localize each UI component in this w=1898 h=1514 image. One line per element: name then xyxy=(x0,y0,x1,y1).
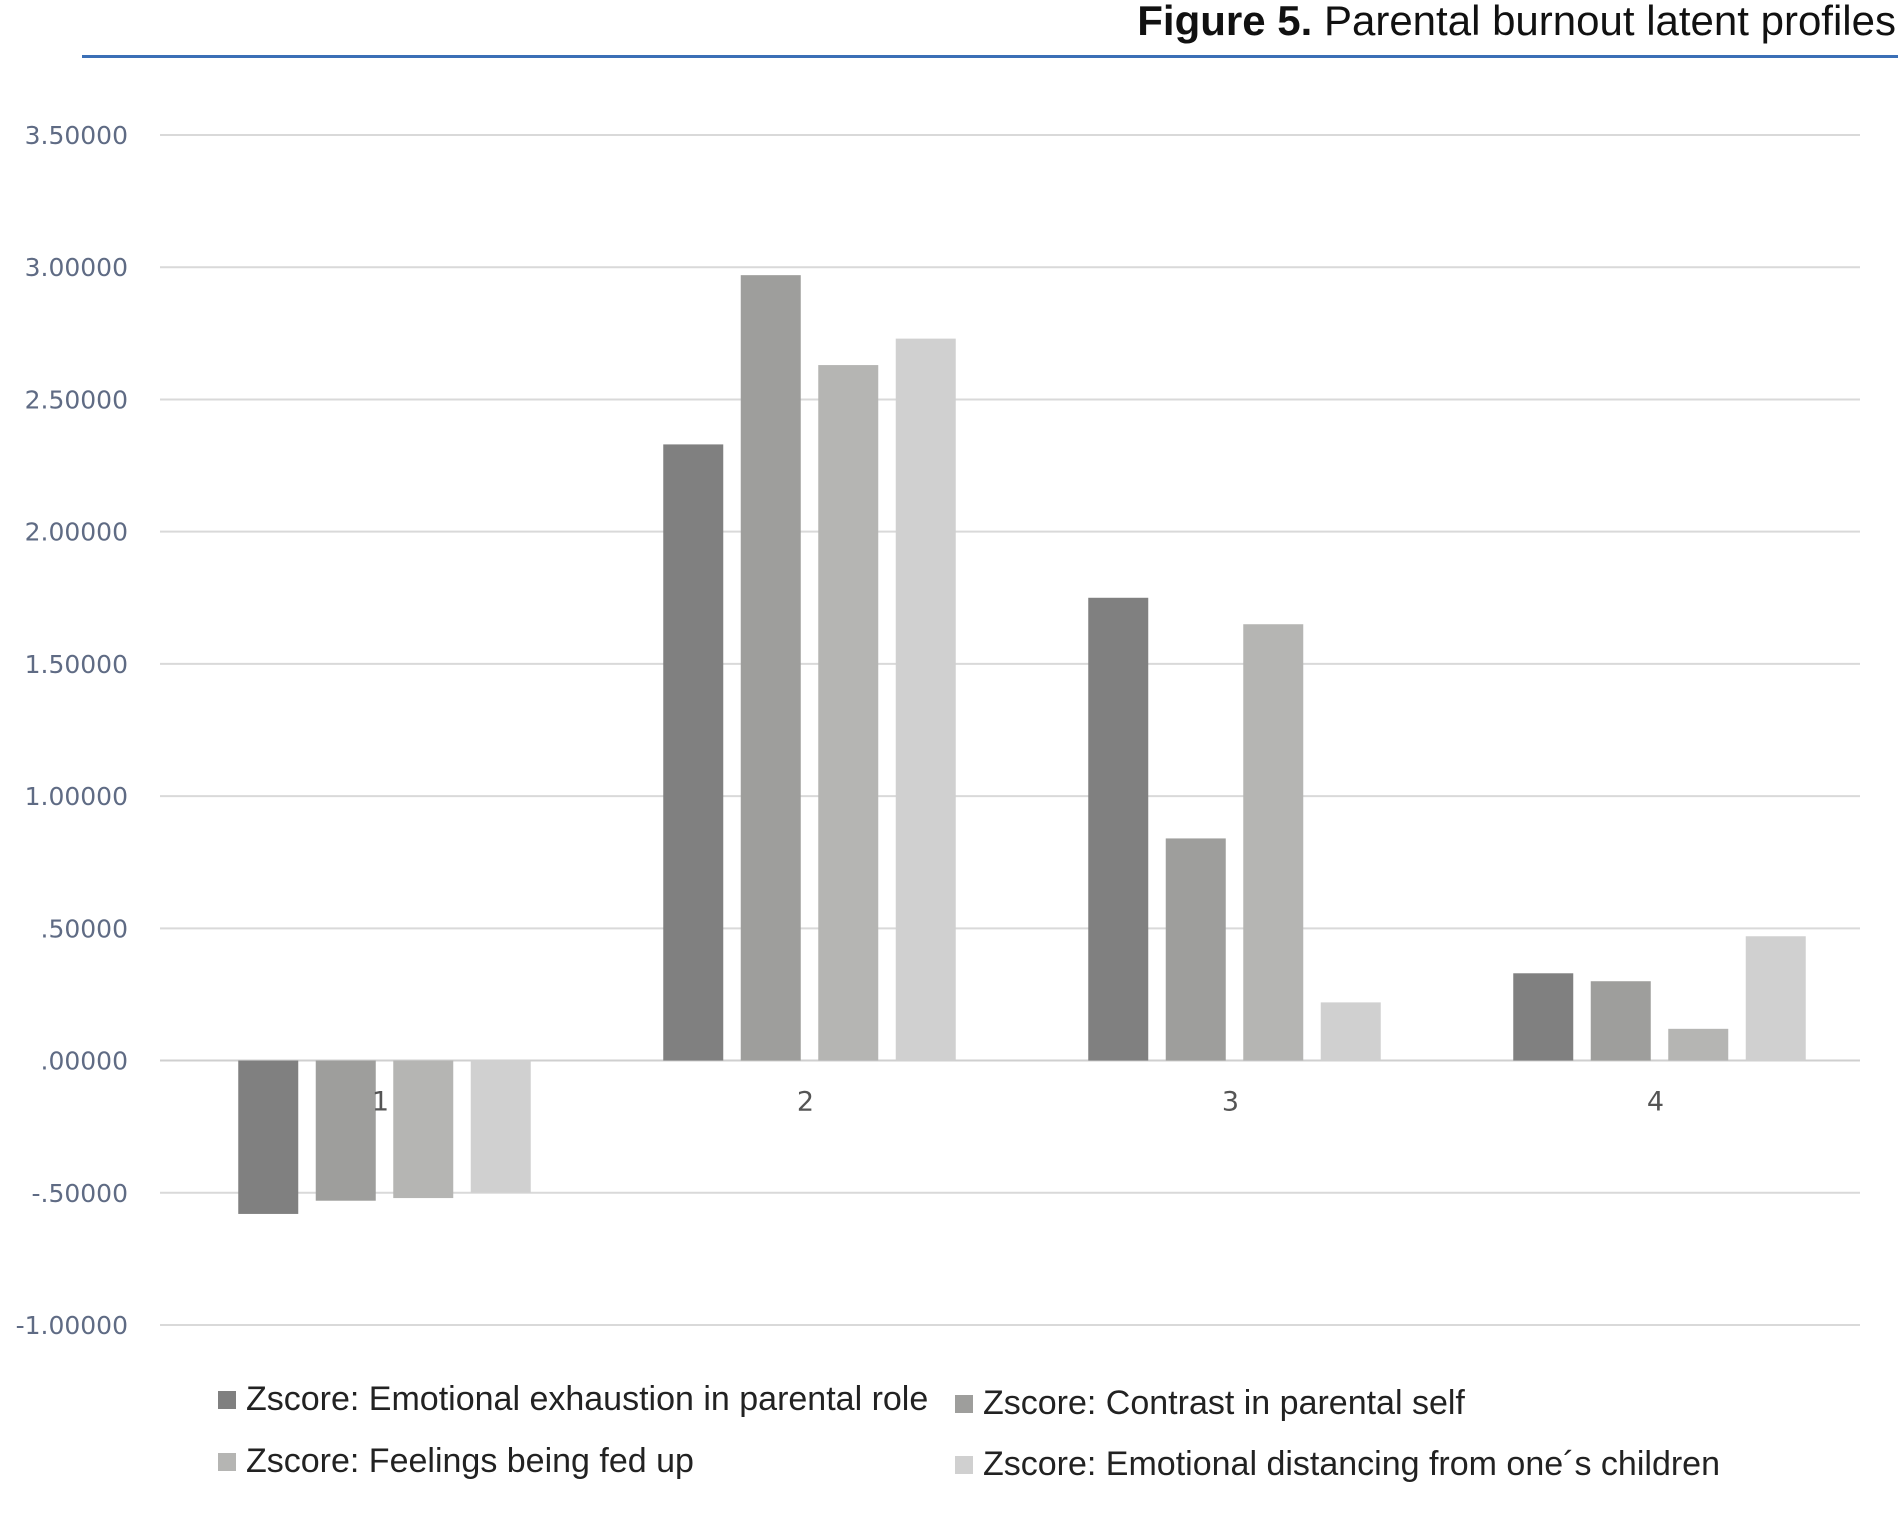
legend-swatch-1 xyxy=(218,1390,236,1409)
legend-swatch-4 xyxy=(955,1455,973,1474)
bar-3-1 xyxy=(1088,597,1149,1061)
x-category-label: 2 xyxy=(797,1087,814,1118)
legend-label-3: Zscore: Feelings being fed up xyxy=(246,1442,694,1480)
bar-4-1 xyxy=(1513,973,1574,1061)
y-tick-label: 2.00000 xyxy=(25,518,128,547)
bar-4-3 xyxy=(1668,1028,1729,1061)
figure-title: Parental burnout latent profiles xyxy=(1323,0,1896,44)
bar-2-2 xyxy=(740,275,801,1061)
figure-number: Figure 5. xyxy=(1137,0,1313,44)
y-tick-label: 1.00000 xyxy=(25,782,128,811)
bars xyxy=(238,275,1806,1214)
legend-label-4: Zscore: Emotional distancing from one´s … xyxy=(983,1445,1720,1483)
x-category-label: 4 xyxy=(1647,1087,1664,1118)
bar-1-4 xyxy=(470,1060,531,1193)
y-tick-label: 3.50000 xyxy=(25,121,128,150)
y-tick-label: 2.50000 xyxy=(25,385,128,414)
bar-2-3 xyxy=(818,365,879,1061)
y-tick-label: .00000 xyxy=(41,1047,128,1076)
x-axis-categories: 1 2 3 4 xyxy=(372,1087,1664,1118)
bar-1-2 xyxy=(315,1060,376,1201)
bar-1-3 xyxy=(393,1060,454,1199)
legend-label-1: Zscore: Emotional exhaustion in parental… xyxy=(246,1380,929,1418)
bar-3-3 xyxy=(1243,624,1304,1061)
legend-swatch-3 xyxy=(218,1452,236,1471)
y-tick-label: 3.00000 xyxy=(25,253,128,282)
x-category-label: 3 xyxy=(1222,1087,1239,1118)
bar-2-4 xyxy=(895,338,956,1061)
legend-swatch-2 xyxy=(955,1394,973,1413)
x-category-label: 1 xyxy=(372,1087,389,1118)
bar-1-1 xyxy=(238,1060,299,1214)
bar-3-4 xyxy=(1320,1002,1381,1061)
legend-item-2: Zscore: Contrast in parental self xyxy=(955,1384,1465,1423)
y-axis-ticks: 3.50000 3.00000 2.50000 2.00000 1.50000 1.000… xyxy=(16,121,128,1340)
bar-3-2 xyxy=(1165,838,1226,1061)
bar-4-4 xyxy=(1745,936,1806,1061)
legend-item-1: Zscore: Emotional exhaustion in parental… xyxy=(218,1380,928,1419)
y-tick-label: -.50000 xyxy=(32,1179,129,1208)
y-tick-label: -1.00000 xyxy=(16,1311,128,1340)
y-tick-label: .50000 xyxy=(41,914,128,943)
bar-2-1 xyxy=(663,444,724,1061)
y-tick-label: 1.50000 xyxy=(25,650,128,679)
legend-item-3: Zscore: Feelings being fed up xyxy=(218,1442,694,1481)
caption-divider xyxy=(82,55,1898,58)
legend-label-2: Zscore: Contrast in parental self xyxy=(983,1384,1465,1422)
bar-4-2 xyxy=(1590,981,1651,1061)
figure-caption: Figure 5. Parental burnout latent profil… xyxy=(1137,0,1896,42)
legend-item-4: Zscore: Emotional distancing from one´s … xyxy=(955,1445,1720,1484)
